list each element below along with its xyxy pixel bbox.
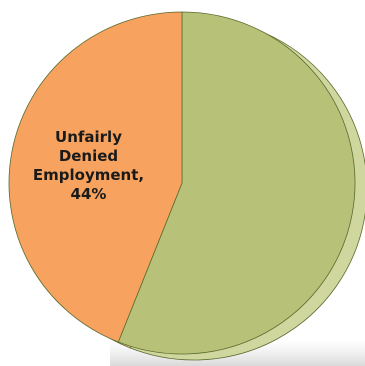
slice-tops [8, 11, 356, 355]
slice-label-1: Unfairly Denied Employment, 44% [33, 128, 144, 203]
pie-slice-1 [8, 11, 183, 343]
slice-labels: Unfairly Denied Employment, 44% [33, 128, 144, 203]
pie-slice-0 [117, 11, 356, 355]
